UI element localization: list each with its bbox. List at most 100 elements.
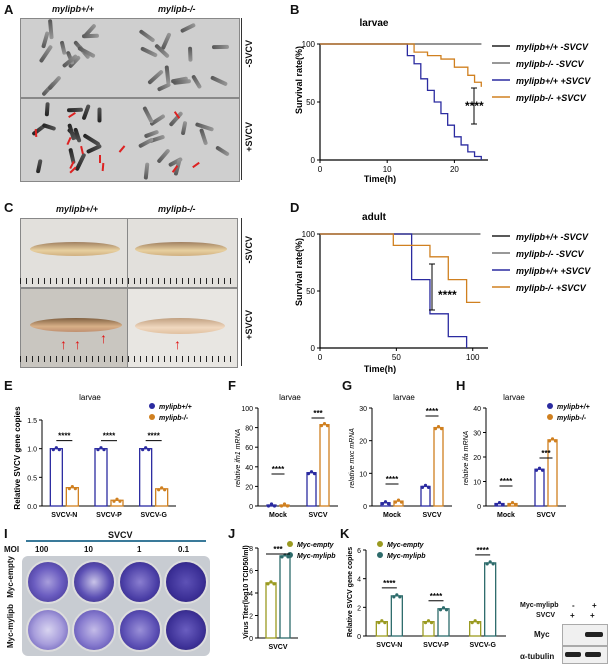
y-tick-label: 30	[473, 431, 481, 438]
blot-tubulin-band-2	[585, 652, 601, 657]
y-tick-label: 2	[249, 614, 253, 621]
y-tick-label: 50	[306, 287, 315, 296]
y-tick-label: 0.0	[27, 504, 37, 511]
survival-line-3	[320, 233, 481, 304]
bar-point	[51, 448, 55, 452]
legend-label-1: Myc-mylipb	[387, 553, 426, 560]
bar-point	[380, 619, 384, 623]
bar-SVCV-1	[319, 424, 330, 507]
bar-point	[272, 582, 276, 586]
x-category-label: SVCV-P	[423, 642, 449, 649]
blot-val-2-2: +	[590, 611, 595, 620]
legend-label-0: Myc-empty	[387, 542, 425, 549]
y-tick-label: 4	[249, 591, 253, 598]
y-tick-label: 30	[359, 406, 367, 413]
bar-SVCV-N-0	[49, 448, 63, 507]
bar-point	[160, 486, 164, 490]
panel-i-bar	[26, 540, 206, 542]
legend-label-2: mylipb+/+ +SVCV	[516, 76, 591, 86]
bar-point	[494, 502, 499, 507]
x-category-label: Mock	[497, 512, 515, 519]
bar-point	[272, 504, 277, 508]
well-empty-1	[118, 560, 162, 604]
blot-label-svcv: SVCV	[536, 612, 556, 619]
bar-point	[112, 499, 116, 503]
well-mylipb-10	[72, 608, 116, 652]
larva	[82, 33, 100, 39]
y-tick-label: 20	[245, 484, 253, 491]
chart-h-title: larvae	[503, 393, 525, 402]
legend-label-2: mylipb+/+ +SVCV	[516, 266, 591, 276]
bar-chart-e: larvae Relative SVCV gene copies 0.0 0.5 1…	[13, 393, 192, 519]
legend-label-1: Myc-mylipb	[297, 553, 336, 560]
bar-point	[491, 562, 495, 566]
bar-point	[420, 485, 425, 489]
bar-chart-f: larvae relative ifn1 mRNA 0 20 40 60 80 100 Mo…	[235, 393, 338, 519]
legend-label-0: mylipb+/+	[159, 404, 192, 411]
bar-point	[423, 483, 428, 487]
bar-point	[115, 497, 119, 501]
larva	[97, 107, 102, 123]
bar-chart-h: larvae relative ifa mRNA 0 10 20 30 40 Mock **…	[463, 393, 590, 519]
sig-label: ****	[147, 432, 160, 441]
chart-d-title: adult	[362, 212, 387, 223]
blot-myc-band	[585, 632, 603, 637]
y-tick-label: 0	[477, 504, 481, 511]
panel-c-divider	[241, 218, 242, 366]
legend-label-0: mylipb+/+ -SVCV	[516, 42, 589, 52]
sig-label: ****	[58, 432, 71, 441]
arrow-icon: ↑	[174, 336, 181, 352]
sig-label: ****	[103, 432, 116, 441]
bar-SVCV-G-0	[139, 448, 153, 507]
legend-marker-1	[287, 552, 293, 558]
panel-i-row-label-mylipb: Myc-mylipb	[6, 604, 15, 649]
chart-g-ylabel: relative mxc mRNA	[349, 428, 356, 488]
bar-chart-k: Relative SVCV gene copies 0 2 4 6 SVCV-N ****…	[347, 541, 506, 649]
panel-a-header-ko: mylipb-/-	[158, 4, 196, 14]
x-category-label: SVCV	[308, 512, 327, 519]
bar-SVCV-P-1	[437, 608, 450, 637]
y-tick-label: 0	[311, 156, 316, 165]
chart-h-ylabel: relative ifa mRNA	[463, 430, 470, 485]
sig-label: ****	[272, 465, 285, 474]
bar-point	[395, 593, 399, 597]
panel-a-header-wt: mylipb+/+	[52, 4, 95, 14]
chart-j-ylabel: Virus Titer(log10 TCID50/ml)	[243, 545, 250, 639]
y-tick-label: 0	[311, 344, 316, 353]
legend-label-0: Myc-empty	[297, 542, 335, 549]
bar-SVCV-0	[306, 472, 317, 507]
blot-band-label-myc: Myc	[534, 630, 550, 639]
legend-marker-0	[149, 403, 155, 409]
bar-point	[470, 621, 474, 625]
bar-point	[266, 582, 270, 586]
x-category-label: SVCV-G	[469, 642, 496, 649]
x-category-label: SVCV	[268, 644, 287, 651]
bar-point	[433, 427, 438, 431]
bar-point	[473, 619, 477, 623]
panel-c-header-ko: mylipb-/-	[158, 204, 196, 214]
bar-point	[426, 619, 431, 623]
panel-label-h: H	[456, 378, 466, 393]
sig-label: ****	[386, 475, 399, 484]
moi-10: 10	[84, 545, 93, 554]
y-tick-label: 4	[357, 577, 361, 584]
chart-d-ylabel: Survival rate(%)	[294, 238, 304, 306]
sig-label: ****	[500, 477, 513, 486]
bar-point	[399, 500, 404, 504]
chart-f-title: larvae	[279, 393, 301, 402]
x-category-label: Mock	[383, 512, 401, 519]
x-tick-label: 20	[450, 165, 459, 174]
y-tick-label: 0	[249, 504, 253, 511]
bar-point	[285, 504, 290, 508]
y-tick-label: 80	[245, 426, 253, 433]
bar-point	[57, 448, 61, 452]
survival-chart-larvae: larvae Survival rate(%) Time(h) **** 0 10…	[294, 18, 591, 184]
legend-label-1: mylipb-/- -SVCV	[516, 59, 585, 69]
bar-point	[507, 502, 512, 507]
panel-label-j: J	[228, 526, 236, 541]
panel-label-i: I	[4, 526, 8, 541]
chart-b-sig: ****	[465, 99, 484, 113]
bar-point	[547, 439, 552, 443]
bar-point	[540, 468, 545, 472]
y-tick-label: 60	[245, 445, 253, 452]
